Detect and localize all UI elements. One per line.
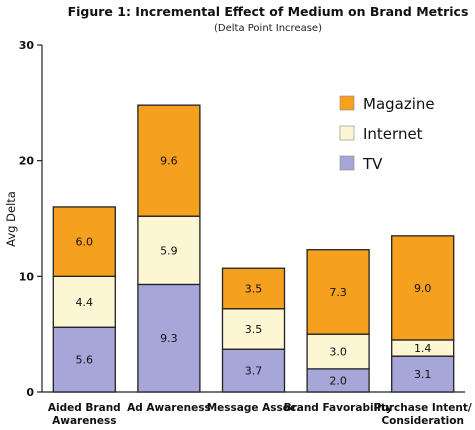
category-label: Awareness	[52, 415, 116, 427]
y-tick-label: 30	[19, 39, 35, 52]
y-tick-label: 20	[19, 155, 35, 168]
bar-segment-magazine	[221, 267, 286, 310]
data-label: 2.0	[329, 374, 347, 387]
data-label: 4.4	[76, 296, 94, 309]
category-label: Consideration	[381, 415, 463, 427]
bar-segment-tv	[221, 348, 286, 393]
bar-segment-magazine	[52, 206, 116, 277]
legend-swatch-tv	[339, 155, 355, 171]
data-label: 3.5	[245, 323, 263, 336]
data-label: 5.6	[76, 354, 94, 367]
category-label: Ad Awareness	[127, 402, 211, 414]
y-tick-label: 10	[19, 270, 35, 283]
data-label: 7.3	[329, 286, 347, 299]
category-label: Aided Brand	[48, 402, 121, 414]
data-label: 9.6	[160, 155, 178, 168]
legend-swatch-internet	[339, 125, 355, 141]
data-label: 5.9	[160, 244, 178, 257]
data-label: 6.0	[76, 236, 94, 249]
legend-label-internet: Internet	[363, 125, 423, 143]
bar-segment-internet	[52, 275, 116, 328]
legend-label-magazine: Magazine	[363, 95, 435, 113]
data-label: 1.4	[414, 342, 432, 355]
bar-segment-magazine	[391, 235, 455, 341]
category-label: Message Assoc.	[207, 402, 301, 414]
bar-segment-internet	[306, 333, 370, 370]
bar-segment-internet	[221, 308, 286, 350]
bar-segment-internet	[137, 215, 201, 286]
bar-segment-magazine	[306, 249, 370, 335]
bar-segment-tv	[52, 326, 116, 393]
bar-segment-magazine	[137, 104, 201, 217]
legend-swatch-magazine	[339, 95, 355, 111]
bar-segment-tv	[391, 355, 455, 393]
data-label: 9.0	[414, 282, 432, 295]
data-label: 3.7	[245, 365, 263, 378]
y-tick-label: 0	[26, 386, 34, 399]
chart-title: Figure 1: Incremental Effect of Medium o…	[68, 4, 469, 19]
legend-label-tv: TV	[362, 155, 383, 173]
category-label: Brand Favorability	[284, 402, 393, 414]
category-label: Purchase Intent/	[374, 402, 472, 414]
data-label: 3.5	[245, 282, 263, 295]
y-axis-label: Avg Delta	[4, 191, 18, 247]
data-label: 3.0	[329, 346, 347, 359]
chart-subtitle: (Delta Point Increase)	[214, 23, 322, 34]
data-label: 3.1	[414, 368, 432, 381]
data-label: 9.3	[160, 332, 178, 345]
